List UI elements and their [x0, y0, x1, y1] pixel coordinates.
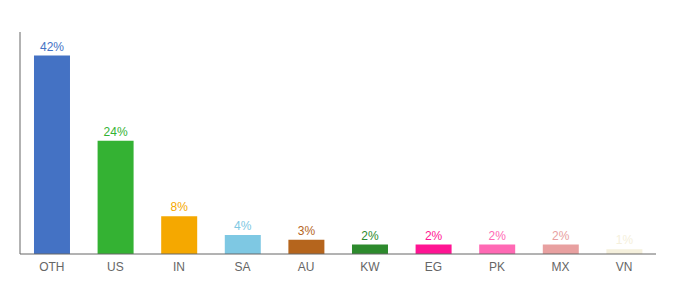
svg-text:3%: 3% [298, 224, 316, 238]
svg-text:PK: PK [489, 260, 505, 274]
svg-text:4%: 4% [234, 219, 252, 233]
svg-text:OTH: OTH [39, 260, 64, 274]
svg-text:8%: 8% [171, 200, 189, 214]
svg-text:MX: MX [552, 260, 570, 274]
svg-text:2%: 2% [489, 229, 507, 243]
svg-text:VN: VN [616, 260, 633, 274]
svg-text:KW: KW [360, 260, 380, 274]
svg-text:US: US [107, 260, 124, 274]
svg-text:42%: 42% [40, 40, 64, 54]
svg-text:SA: SA [235, 260, 251, 274]
svg-text:24%: 24% [104, 125, 128, 139]
svg-text:EG: EG [425, 260, 442, 274]
svg-text:1%: 1% [616, 233, 634, 247]
svg-text:IN: IN [173, 260, 185, 274]
svg-text:AU: AU [298, 260, 315, 274]
svg-text:2%: 2% [552, 229, 570, 243]
svg-text:2%: 2% [425, 229, 443, 243]
svg-text:2%: 2% [361, 229, 379, 243]
